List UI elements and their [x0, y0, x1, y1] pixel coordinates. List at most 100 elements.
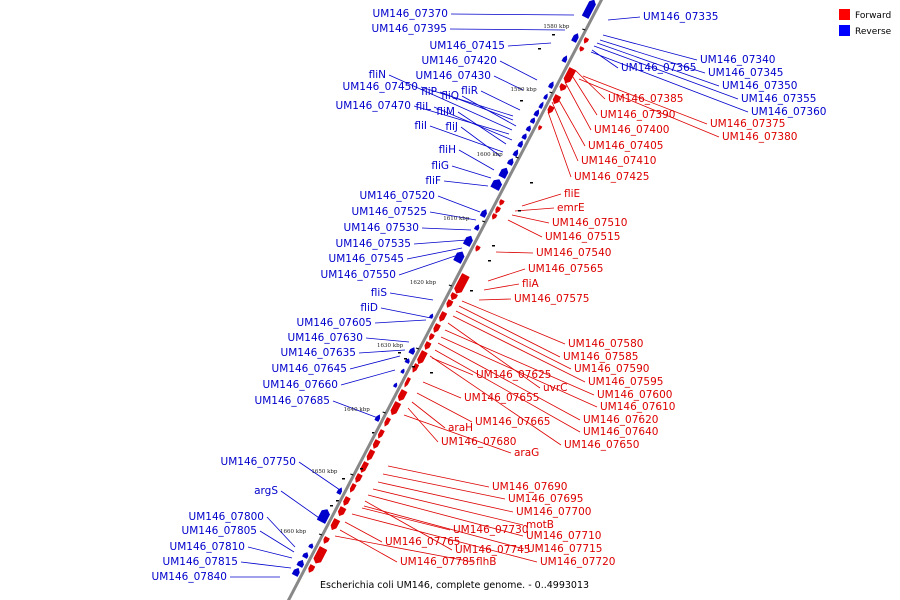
scale-label: 1590 kbp [510, 87, 537, 93]
gene-connector [461, 300, 566, 345]
reverse-gene-feature [538, 101, 544, 109]
gene-label: UM146_07695 [508, 493, 583, 505]
reverse-gene-feature [506, 158, 514, 166]
gene-connector [590, 51, 749, 113]
feature-layer [291, 0, 596, 577]
forward-gene-feature [308, 564, 316, 573]
gene-connector [564, 81, 592, 131]
forward-gene-feature [538, 125, 543, 131]
gene-connector [437, 342, 581, 421]
legend: Forward Reverse [839, 9, 892, 37]
reverse-gene-feature [291, 567, 300, 577]
gene-connector [447, 322, 541, 389]
gene-connector [403, 414, 512, 454]
forward-gene-feature [499, 199, 505, 206]
gene-connector [421, 227, 472, 231]
gene-label: UM146_07535 [336, 238, 411, 250]
gene-label: UM146_07715 [527, 543, 602, 555]
gene-label: UM146_07785 [400, 556, 475, 568]
misc-feature-mark [398, 352, 401, 354]
reverse-gene-feature [479, 209, 487, 218]
scale-tick [415, 347, 420, 350]
misc-feature-mark [360, 468, 363, 470]
reverse-gene-feature [533, 109, 540, 117]
reverse-gene-feature [498, 167, 509, 179]
gene-label: UM146_07745 [455, 544, 530, 556]
gene-connector [351, 513, 538, 563]
scale-tick [350, 473, 354, 476]
gene-label: UM146_07720 [540, 556, 615, 568]
gene-connector [344, 521, 383, 543]
gene-label: UM146_07355 [741, 93, 816, 105]
gene-connector [377, 481, 514, 513]
reverse-gene-feature [561, 55, 568, 63]
forward-gene-feature [397, 389, 408, 402]
gene-connector [361, 507, 451, 531]
gene-connector [382, 473, 506, 500]
gene-label: UM146_07565 [528, 263, 603, 275]
genome-backbone [286, 0, 604, 600]
misc-feature-mark [538, 48, 541, 50]
gene-label: fliF [425, 175, 441, 187]
gene-connector [547, 111, 572, 178]
reverse-gene-feature [543, 93, 548, 100]
gene-connector [266, 516, 296, 548]
gene-connector [551, 101, 579, 162]
reverse-gene-feature [571, 33, 579, 43]
gene-label: UM146_07750 [221, 456, 296, 468]
gene-label: UM146_07540 [536, 247, 611, 259]
gene-connector [478, 298, 512, 301]
legend-reverse-label: Reverse [855, 27, 892, 37]
reverse-gene-feature [400, 368, 405, 374]
gene-label: UM146_07450 [343, 81, 418, 93]
forward-gene-feature [433, 323, 441, 333]
gene-connector [339, 529, 398, 563]
gene-label: UM146_07800 [189, 511, 264, 523]
gene-label: UM146_07335 [643, 11, 718, 23]
gene-connector [358, 349, 406, 354]
forward-gene-feature [343, 496, 351, 506]
gene-label: UM146_07815 [163, 556, 238, 568]
gene-connector [514, 207, 555, 212]
gene-connector [247, 546, 293, 559]
gene-label: fliJ [445, 121, 458, 133]
gene-connector [363, 505, 525, 550]
reverse-gene-feature [581, 0, 596, 19]
gene-connector [372, 488, 524, 526]
reverse-gene-feature [316, 509, 330, 524]
gene-label: UM146_07600 [597, 389, 672, 401]
gene-label: UM146_07640 [583, 426, 658, 438]
gene-label: UM146_07410 [581, 155, 656, 167]
gene-connector [280, 490, 323, 521]
gene-label: UM146_07625 [476, 369, 551, 381]
gene-connector [507, 219, 543, 238]
gene-label: araG [514, 447, 539, 459]
gene-label: UM146_07345 [708, 67, 783, 79]
gene-connector [458, 305, 561, 358]
gene-connector [259, 530, 295, 553]
misc-feature-mark [430, 372, 433, 374]
misc-feature-mark [492, 245, 495, 247]
misc-feature-mark [470, 290, 473, 292]
gene-connector [429, 355, 562, 446]
gene-connector [591, 49, 619, 69]
forward-gene-feature [417, 350, 428, 365]
gene-label: UM146_07375 [710, 118, 785, 130]
misc-feature-mark [404, 358, 407, 360]
gene-label: UM146_07365 [621, 62, 696, 74]
gene-label: UM146_07595 [588, 376, 663, 388]
gene-connector [555, 94, 586, 147]
gene-label: UM146_07390 [600, 109, 675, 121]
reverse-gene-feature [308, 543, 314, 549]
forward-gene-feature [583, 37, 590, 44]
forward-gene-feature [495, 206, 502, 214]
gene-label: uvrC [543, 382, 568, 394]
forward-gene-feature [454, 273, 470, 294]
misc-feature-mark [520, 100, 523, 102]
gene-connector [443, 180, 489, 187]
gene-label: UM146_07805 [182, 525, 257, 537]
misc-feature-mark [412, 366, 415, 368]
gene-label: UM146_07405 [588, 140, 663, 152]
forward-gene-feature [378, 429, 385, 439]
